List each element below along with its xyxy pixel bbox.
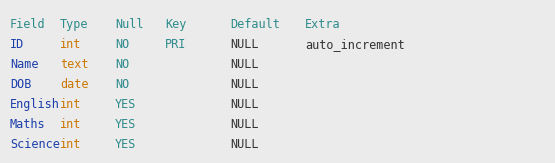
Text: auto_increment: auto_increment xyxy=(305,38,405,51)
Text: PRI: PRI xyxy=(165,38,186,51)
Text: NULL: NULL xyxy=(230,98,259,111)
Text: NULL: NULL xyxy=(230,118,259,131)
Text: Key: Key xyxy=(165,18,186,31)
Text: NO: NO xyxy=(115,58,129,71)
Text: DOB: DOB xyxy=(10,78,32,91)
Text: YES: YES xyxy=(115,138,137,151)
Text: NULL: NULL xyxy=(230,38,259,51)
Text: NO: NO xyxy=(115,38,129,51)
Text: int: int xyxy=(60,38,82,51)
Text: int: int xyxy=(60,98,82,111)
Text: Maths: Maths xyxy=(10,118,46,131)
Text: YES: YES xyxy=(115,98,137,111)
Text: Field: Field xyxy=(10,18,46,31)
Text: NULL: NULL xyxy=(230,138,259,151)
Text: NULL: NULL xyxy=(230,58,259,71)
Text: Name: Name xyxy=(10,58,38,71)
Text: text: text xyxy=(60,58,88,71)
Text: ID: ID xyxy=(10,38,24,51)
Text: Type: Type xyxy=(60,18,88,31)
Text: int: int xyxy=(60,118,82,131)
Text: NULL: NULL xyxy=(230,78,259,91)
Text: Science: Science xyxy=(10,138,60,151)
Text: Default: Default xyxy=(230,18,280,31)
Text: YES: YES xyxy=(115,118,137,131)
Text: NO: NO xyxy=(115,78,129,91)
Text: date: date xyxy=(60,78,88,91)
Text: int: int xyxy=(60,138,82,151)
Text: Null: Null xyxy=(115,18,144,31)
Text: Extra: Extra xyxy=(305,18,341,31)
Text: English: English xyxy=(10,98,60,111)
